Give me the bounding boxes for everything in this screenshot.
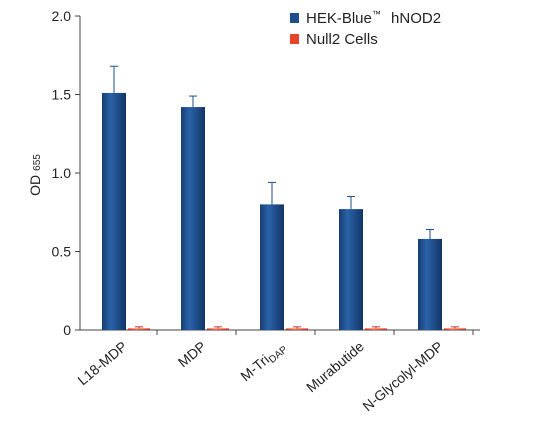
category-label-main: L18-MDP (74, 338, 130, 388)
category-label-3: Murabutide (303, 338, 367, 395)
bar-null2-1 (207, 328, 229, 330)
y-axis-title-main: OD (27, 175, 43, 196)
bar-hek-blue-4 (418, 238, 442, 330)
bars (102, 65, 466, 331)
legend-label-main: Null2 Cells (306, 31, 378, 48)
y-tick-label: 1.0 (52, 165, 72, 181)
y-axis-title-sub: 655 (32, 154, 43, 171)
legend-label-sup: ™ (372, 9, 381, 19)
y-tick-label: 2.0 (52, 8, 72, 24)
legend-label-0: HEK-Blue™ hNOD2 (306, 9, 441, 27)
legend-label-main: HEK-Blue (306, 10, 372, 27)
y-tick-label: 1.5 (52, 87, 72, 103)
legend-swatch-0 (290, 13, 299, 23)
bar-null2-3 (365, 328, 387, 330)
category-label-1: MDP (175, 338, 209, 370)
y-tick-label: 0.5 (52, 244, 72, 260)
bar-null2-4 (444, 328, 466, 330)
y-tick-label: 0 (63, 322, 71, 338)
category-label-4: N-Glycolyl-MDP (359, 338, 446, 414)
legend-label-rest: hNOD2 (387, 10, 441, 27)
category-label-main: Murabutide (303, 338, 367, 395)
legend: HEK-Blue™ hNOD2 Null2 Cells (290, 9, 441, 48)
category-label-main: N-Glycolyl-MDP (359, 338, 446, 414)
y-axis-title: OD 655 (27, 154, 43, 196)
bar-hek-blue-0 (102, 92, 126, 331)
category-label-2: M-TriDAP (237, 338, 290, 387)
category-label-sub: DAP (267, 344, 290, 366)
category-label-0: L18-MDP (74, 338, 130, 388)
bar-hek-blue-3 (339, 209, 363, 330)
category-labels: L18-MDP MDP M-TriDAP MurabutideN-Glycolyl-M… (74, 338, 446, 414)
legend-label-1: Null2 Cells (306, 31, 378, 48)
category-label-main: MDP (175, 338, 209, 370)
bar-null2-2 (286, 328, 308, 330)
bar-hek-blue-2 (260, 204, 284, 330)
bar-hek-blue-1 (181, 107, 205, 330)
axes: 0 0.5 1.0 1.5 2.0 OD 655 (27, 8, 480, 338)
legend-swatch-1 (290, 34, 299, 44)
bar-null2-0 (128, 328, 150, 330)
